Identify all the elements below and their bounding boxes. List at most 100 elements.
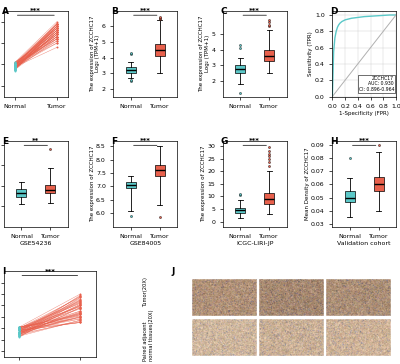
Point <box>54 29 60 35</box>
FancyBboxPatch shape <box>264 193 274 204</box>
Point <box>77 299 84 305</box>
Point <box>12 62 18 67</box>
Point <box>12 66 18 72</box>
Point <box>77 309 84 315</box>
Point <box>54 23 60 29</box>
Point <box>54 38 60 44</box>
Point <box>54 23 60 29</box>
Point <box>16 325 22 331</box>
Point <box>54 27 60 33</box>
Point <box>54 36 60 41</box>
Point <box>77 304 84 309</box>
Point <box>54 32 60 37</box>
Point <box>77 314 84 320</box>
X-axis label: Validation cohort: Validation cohort <box>338 241 391 246</box>
FancyBboxPatch shape <box>235 66 245 73</box>
Point <box>12 60 18 66</box>
Point <box>77 302 84 308</box>
Point <box>54 32 60 37</box>
Point <box>16 330 22 336</box>
Point <box>16 330 22 336</box>
Point <box>54 23 60 29</box>
Point <box>54 23 60 29</box>
Point <box>12 61 18 67</box>
Point <box>54 34 60 40</box>
Point <box>12 64 18 70</box>
Point <box>77 304 84 309</box>
Y-axis label: Mean Density of ZCCHC17: Mean Density of ZCCHC17 <box>304 147 310 220</box>
Y-axis label: Sensitivity (TPR): Sensitivity (TPR) <box>308 31 314 76</box>
Point <box>54 27 60 33</box>
Point <box>16 330 22 336</box>
Point <box>54 27 60 33</box>
Point <box>54 36 60 41</box>
Point <box>54 23 60 29</box>
Point <box>12 66 18 71</box>
Point <box>12 66 18 71</box>
Point <box>16 327 22 332</box>
Point <box>16 329 22 335</box>
Point <box>12 61 18 67</box>
Point <box>77 296 84 301</box>
Point <box>16 325 22 331</box>
Point <box>77 310 84 316</box>
Point <box>16 325 22 331</box>
Point <box>77 320 84 325</box>
Point <box>12 63 18 69</box>
Point <box>16 332 22 338</box>
Point <box>54 40 60 46</box>
Point <box>54 29 60 35</box>
Point <box>54 40 60 46</box>
FancyBboxPatch shape <box>126 182 136 188</box>
Text: ***: *** <box>30 8 41 14</box>
Point <box>16 324 22 330</box>
X-axis label: 1-Specificity (FPR): 1-Specificity (FPR) <box>339 111 389 115</box>
Text: ***: *** <box>249 8 260 14</box>
Point <box>16 328 22 333</box>
FancyBboxPatch shape <box>345 191 355 202</box>
Point <box>12 62 18 68</box>
Point <box>77 306 84 312</box>
Point <box>16 332 22 338</box>
Point <box>77 312 84 317</box>
Point <box>54 34 60 40</box>
Point <box>54 27 60 33</box>
Point <box>77 315 84 321</box>
Text: Paired adjacent
normal tissues(20X): Paired adjacent normal tissues(20X) <box>143 309 154 361</box>
Point <box>77 301 84 307</box>
Point <box>54 29 60 35</box>
Point <box>77 314 84 320</box>
Point <box>12 67 18 72</box>
Point <box>12 65 18 71</box>
Point <box>77 309 84 315</box>
Point <box>77 299 84 305</box>
Text: E: E <box>2 136 8 146</box>
Point <box>12 64 18 70</box>
Point <box>77 297 84 302</box>
Point <box>16 328 22 333</box>
Point <box>54 21 60 27</box>
Point <box>16 325 22 331</box>
Point <box>77 317 84 323</box>
Point <box>16 329 22 335</box>
Point <box>54 23 60 29</box>
Text: F: F <box>112 136 118 146</box>
Point <box>12 65 18 71</box>
Point <box>16 328 22 333</box>
Point <box>54 29 60 35</box>
Point <box>77 314 84 320</box>
Point <box>12 64 18 70</box>
Point <box>12 63 18 69</box>
Point <box>12 63 18 69</box>
Text: ZCCHC17
AUC: 0.930
CI: 0.896-0.964: ZCCHC17 AUC: 0.930 CI: 0.896-0.964 <box>358 76 394 92</box>
Text: H: H <box>330 136 338 146</box>
Point <box>77 293 84 299</box>
Point <box>12 65 18 71</box>
Point <box>16 331 22 337</box>
FancyBboxPatch shape <box>155 165 165 176</box>
Point <box>77 308 84 314</box>
Text: D: D <box>330 7 338 16</box>
X-axis label: ICGC-LIRI-JP: ICGC-LIRI-JP <box>236 241 274 246</box>
Point <box>16 329 22 335</box>
Y-axis label: The expression of ZCCHC17
Log₂ (TPM+1): The expression of ZCCHC17 Log₂ (TPM+1) <box>90 15 100 92</box>
